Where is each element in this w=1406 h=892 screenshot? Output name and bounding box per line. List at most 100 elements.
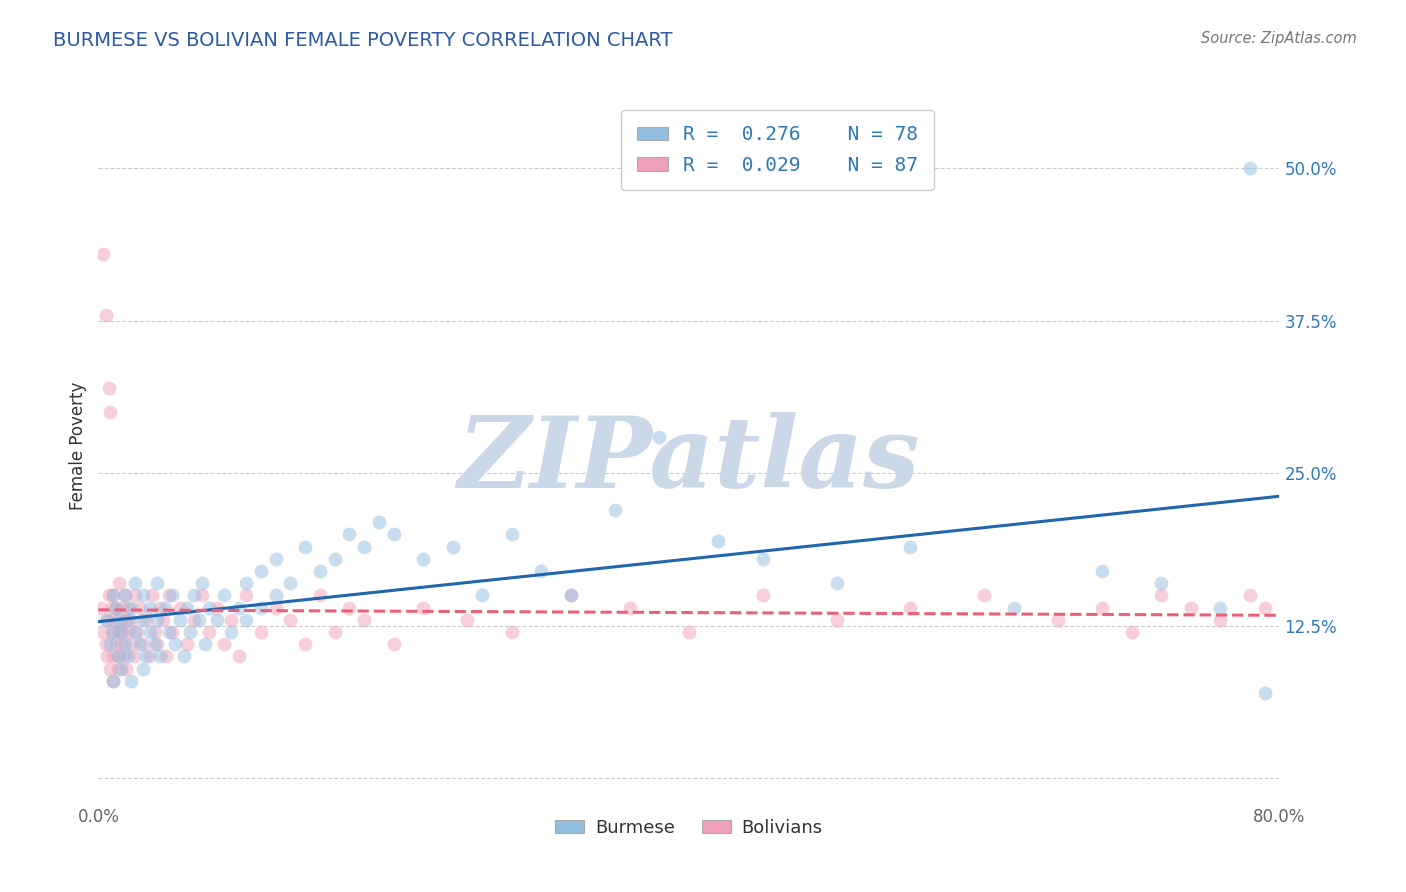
Point bbox=[752, 589, 775, 603]
Point bbox=[678, 625, 700, 640]
Point bbox=[94, 613, 117, 627]
Point bbox=[132, 637, 155, 651]
Point bbox=[90, 600, 112, 615]
Point bbox=[115, 662, 138, 676]
Point bbox=[146, 613, 169, 627]
Point bbox=[100, 625, 122, 640]
Point bbox=[135, 649, 157, 664]
Point bbox=[103, 673, 125, 688]
Point bbox=[96, 649, 118, 664]
Point bbox=[107, 625, 129, 640]
Point bbox=[353, 613, 375, 627]
Point bbox=[117, 613, 139, 627]
Text: Source: ZipAtlas.com: Source: ZipAtlas.com bbox=[1201, 31, 1357, 46]
Point bbox=[501, 625, 523, 640]
Point bbox=[143, 625, 166, 640]
Point bbox=[91, 247, 114, 261]
Point bbox=[125, 625, 148, 640]
Point bbox=[1091, 600, 1114, 615]
Point bbox=[825, 613, 848, 627]
Point bbox=[132, 613, 155, 627]
Point bbox=[114, 637, 136, 651]
Point bbox=[191, 576, 214, 591]
Point bbox=[309, 564, 332, 578]
Point bbox=[198, 600, 221, 615]
Point bbox=[105, 600, 128, 615]
Text: BURMESE VS BOLIVIAN FEMALE POVERTY CORRELATION CHART: BURMESE VS BOLIVIAN FEMALE POVERTY CORRE… bbox=[53, 31, 673, 50]
Point bbox=[112, 649, 135, 664]
Point bbox=[122, 649, 145, 664]
Point bbox=[135, 613, 157, 627]
Point bbox=[752, 551, 775, 566]
Point bbox=[205, 600, 228, 615]
Point bbox=[165, 637, 187, 651]
Point bbox=[146, 637, 169, 651]
Point bbox=[120, 600, 142, 615]
Point bbox=[294, 637, 316, 651]
Point bbox=[228, 600, 250, 615]
Point bbox=[108, 576, 131, 591]
Point bbox=[323, 625, 346, 640]
Point bbox=[471, 589, 494, 603]
Point bbox=[124, 576, 146, 591]
Point bbox=[191, 589, 214, 603]
Point bbox=[1254, 686, 1277, 700]
Point bbox=[111, 625, 134, 640]
Point bbox=[264, 600, 287, 615]
Point bbox=[120, 637, 142, 651]
Point bbox=[212, 589, 235, 603]
Point bbox=[97, 381, 120, 395]
Point bbox=[1121, 625, 1143, 640]
Point bbox=[117, 649, 139, 664]
Point bbox=[98, 662, 121, 676]
Point bbox=[382, 527, 405, 541]
Text: ZIPatlas: ZIPatlas bbox=[458, 412, 920, 508]
Point bbox=[124, 625, 146, 640]
Point bbox=[648, 430, 671, 444]
Point bbox=[250, 564, 273, 578]
Point bbox=[169, 613, 191, 627]
Point bbox=[294, 540, 316, 554]
Point bbox=[105, 637, 128, 651]
Point bbox=[103, 625, 125, 640]
Point bbox=[100, 600, 122, 615]
Point bbox=[108, 649, 131, 664]
Point bbox=[235, 576, 257, 591]
Point bbox=[176, 637, 198, 651]
Point bbox=[264, 551, 287, 566]
Point bbox=[1150, 589, 1173, 603]
Point bbox=[155, 649, 177, 664]
Point bbox=[457, 613, 479, 627]
Point bbox=[619, 600, 641, 615]
Point bbox=[179, 625, 201, 640]
Point bbox=[1091, 564, 1114, 578]
Point bbox=[309, 589, 332, 603]
Point bbox=[143, 637, 166, 651]
Point bbox=[1239, 161, 1261, 176]
Point bbox=[205, 613, 228, 627]
Point bbox=[173, 649, 195, 664]
Point bbox=[900, 540, 922, 554]
Point bbox=[605, 503, 627, 517]
Point bbox=[157, 589, 180, 603]
Point bbox=[132, 589, 155, 603]
Point bbox=[103, 649, 125, 664]
Point bbox=[103, 589, 125, 603]
Point bbox=[212, 637, 235, 651]
Point bbox=[235, 613, 257, 627]
Point bbox=[339, 527, 361, 541]
Point bbox=[149, 600, 172, 615]
Point bbox=[228, 649, 250, 664]
Point bbox=[1209, 600, 1232, 615]
Point bbox=[117, 625, 139, 640]
Point bbox=[501, 527, 523, 541]
Y-axis label: Female Poverty: Female Poverty bbox=[69, 382, 87, 510]
Point bbox=[139, 625, 162, 640]
Legend: Burmese, Bolivians: Burmese, Bolivians bbox=[548, 812, 830, 844]
Point bbox=[157, 625, 180, 640]
Point bbox=[441, 540, 464, 554]
Point bbox=[198, 625, 221, 640]
Point bbox=[221, 625, 243, 640]
Point bbox=[280, 576, 302, 591]
Point bbox=[107, 662, 129, 676]
